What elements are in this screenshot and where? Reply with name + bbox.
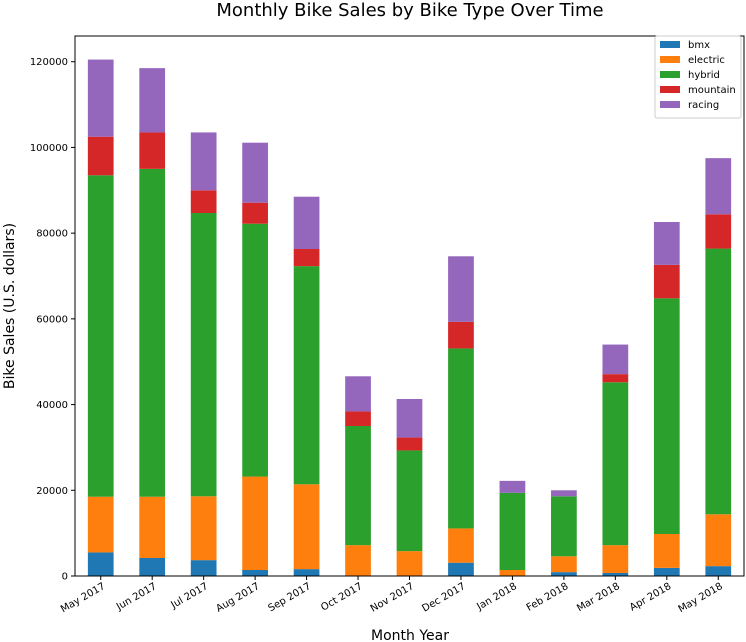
bar-electric-2	[190, 496, 217, 561]
x-tick-label: Apr 2018	[628, 581, 673, 613]
bar-racing-1	[139, 68, 166, 133]
bar-electric-10	[602, 545, 629, 573]
bar-mountain-3	[242, 202, 268, 224]
legend-label-mountain: mountain	[688, 85, 736, 96]
bar-electric-4	[293, 484, 320, 570]
bar-racing-9	[551, 490, 577, 497]
bar-hybrid-11	[653, 298, 680, 534]
bar-racing-2	[190, 132, 217, 191]
y-axis: 0 20000 40000 60000 80000 100000 120000	[30, 57, 75, 583]
x-tick-label: May 2018	[677, 581, 725, 615]
y-tick-label: 40000	[36, 400, 68, 411]
bar-racing-4	[293, 196, 320, 249]
bar-hybrid-3	[242, 223, 268, 477]
legend-swatch-electric	[660, 56, 680, 63]
x-axis: May 2017 Jun 2017 Jul 2017 Aug 2017 Sep 2017…	[59, 576, 725, 615]
bar-mountain-12	[705, 214, 732, 249]
x-tick-label: Aug 2017	[214, 581, 261, 615]
bar-bmx-11	[653, 567, 680, 576]
bar-racing-3	[242, 142, 268, 203]
bar-hybrid-10	[602, 382, 629, 546]
bar-mountain-2	[190, 190, 217, 213]
bar-racing-6	[396, 399, 423, 438]
bar-electric-7	[448, 528, 474, 563]
x-tick-label: Dec 2017	[420, 581, 467, 615]
bar-bmx-0	[87, 552, 114, 576]
bar-bmx-7	[448, 562, 474, 576]
bar-electric-6	[396, 551, 423, 576]
bar-mountain-1	[139, 132, 166, 169]
y-tick-label: 100000	[30, 143, 68, 154]
bar-hybrid-8	[499, 492, 526, 570]
bar-electric-0	[87, 496, 114, 553]
bar-hybrid-5	[345, 426, 371, 546]
bar-electric-12	[705, 514, 732, 567]
bar-mountain-4	[293, 249, 320, 267]
bar-bmx-1	[139, 558, 166, 576]
bar-mountain-10	[602, 374, 629, 383]
x-tick-label: May 2017	[59, 581, 107, 615]
bar-racing-11	[653, 222, 680, 265]
bar-electric-3	[242, 476, 268, 570]
bar-electric-8	[499, 570, 526, 576]
bar-hybrid-2	[190, 213, 217, 497]
bar-racing-10	[602, 344, 629, 375]
legend-swatch-hybrid	[660, 71, 680, 78]
bar-bmx-12	[705, 566, 732, 576]
bar-hybrid-6	[396, 450, 423, 552]
x-tick-label: Jun 2017	[114, 581, 159, 613]
chart-title: Monthly Bike Sales by Bike Type Over Tim…	[216, 0, 603, 21]
y-axis-label: Bike Sales (U.S. dollars)	[2, 223, 18, 389]
x-tick-label: Jul 2017	[169, 581, 211, 611]
bar-hybrid-12	[705, 248, 732, 515]
bar-bmx-4	[293, 569, 320, 576]
x-tick-label: Oct 2017	[319, 581, 364, 613]
bar-racing-5	[345, 376, 371, 412]
x-tick-label: Jan 2018	[474, 581, 519, 613]
bar-hybrid-4	[293, 266, 320, 485]
bar-bmx-10	[602, 573, 629, 576]
x-tick-label: Feb 2018	[525, 581, 571, 614]
legend: bmx electric hybrid mountain racing	[654, 35, 742, 119]
bar-bmx-3	[242, 570, 268, 576]
bar-mountain-5	[345, 411, 371, 426]
bar-hybrid-9	[551, 496, 577, 557]
legend-swatch-mountain	[660, 86, 680, 93]
y-tick-label: 80000	[36, 229, 68, 240]
bar-mountain-0	[87, 136, 114, 176]
x-tick-label: Nov 2017	[369, 581, 416, 615]
legend-label-bmx: bmx	[688, 40, 710, 51]
y-tick-label: 20000	[36, 486, 68, 497]
y-tick-label: 120000	[30, 57, 68, 68]
x-tick-label: Sep 2017	[266, 581, 313, 614]
y-tick-label: 0	[62, 572, 68, 583]
bar-hybrid-1	[139, 168, 166, 497]
bar-electric-1	[139, 496, 166, 558]
bar-racing-0	[87, 59, 114, 137]
bars-layer	[87, 59, 732, 576]
bar-mountain-11	[653, 264, 680, 299]
bar-bmx-2	[190, 560, 217, 576]
bar-mountain-7	[448, 321, 474, 349]
x-tick-label: Mar 2018	[575, 581, 622, 614]
y-tick-label: 60000	[36, 314, 68, 325]
bar-electric-5	[345, 545, 371, 576]
bar-hybrid-0	[87, 175, 114, 497]
legend-swatch-racing	[660, 101, 680, 108]
x-axis-label: Month Year	[371, 628, 449, 642]
bar-hybrid-7	[448, 348, 474, 529]
bar-electric-11	[653, 534, 680, 568]
legend-swatch-bmx	[660, 41, 680, 48]
bar-racing-12	[705, 158, 732, 215]
bar-bmx-9	[551, 572, 577, 576]
bar-electric-9	[551, 556, 577, 573]
legend-label-hybrid: hybrid	[688, 70, 720, 81]
legend-label-racing: racing	[688, 100, 719, 111]
bar-mountain-6	[396, 437, 423, 451]
bar-racing-7	[448, 256, 474, 322]
bar-racing-8	[499, 480, 526, 493]
legend-label-electric: electric	[688, 55, 725, 66]
